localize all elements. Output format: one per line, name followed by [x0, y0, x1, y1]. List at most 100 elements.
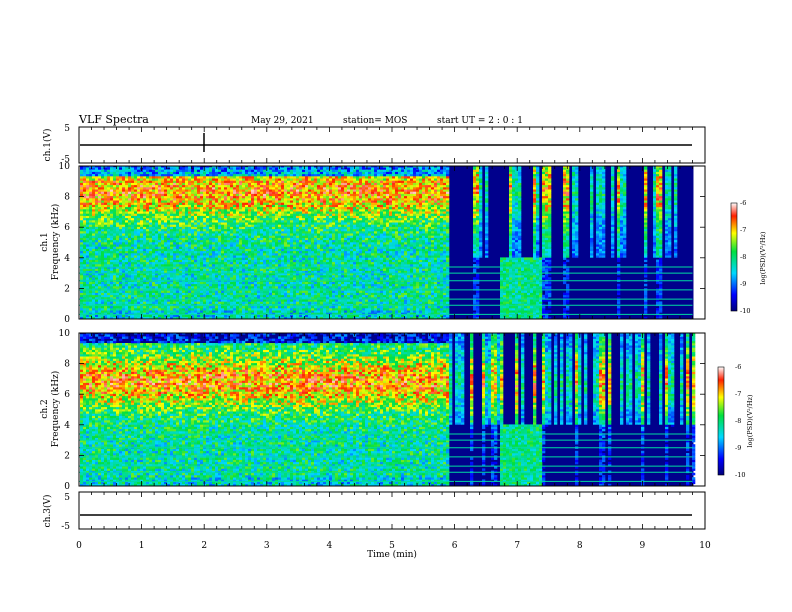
spectral-cell [110, 235, 114, 238]
spectral-cell [215, 211, 219, 214]
spectral-cell [113, 222, 117, 225]
spectral-cell [191, 235, 195, 238]
spectral-cell [191, 231, 195, 234]
spectral-cell [215, 209, 219, 212]
spectral-cell [167, 250, 171, 254]
spectral-cell [272, 301, 276, 304]
spectral-cell [212, 213, 216, 216]
spectral-cell [134, 198, 138, 201]
spectral-cell [182, 176, 186, 179]
spectral-cell [125, 237, 129, 241]
spectral-cell [119, 206, 123, 210]
spectral-cell [158, 277, 162, 280]
spectral-cell [275, 299, 279, 302]
spectral-cell [230, 257, 234, 260]
spectral-cell [155, 213, 159, 216]
spectral-cell [254, 166, 258, 168]
spectral-cell [149, 195, 153, 199]
spectral-cell [95, 195, 99, 199]
spectral-cell [251, 283, 255, 287]
spectral-cell [107, 198, 111, 201]
spectral-cell [170, 283, 174, 287]
spectral-cell [227, 301, 231, 304]
spectral-cell [167, 299, 171, 302]
spectral-cell [101, 308, 105, 311]
spectral-cell [125, 270, 129, 274]
spectral-cell [242, 187, 246, 190]
spectral-cell [152, 173, 156, 177]
spectral-cell [227, 277, 231, 280]
spectral-cell [164, 292, 168, 296]
spectral-cell [185, 213, 189, 216]
spectral-cell [239, 308, 243, 311]
spectral-cell [95, 191, 99, 194]
spectral-cell [191, 244, 195, 247]
spectral-cell [290, 246, 294, 249]
spectral-cell [224, 286, 228, 289]
spectral-cell [95, 173, 99, 177]
spectral-cell [266, 283, 270, 287]
spectral-cell [278, 244, 282, 247]
spectral-cell [284, 167, 288, 170]
spectral-cell [206, 246, 210, 249]
spectral-cell [194, 182, 198, 186]
spectral-cell [98, 184, 102, 188]
spectral-cell [101, 211, 105, 214]
spectral-cell [137, 312, 141, 315]
spectral-cell [125, 228, 129, 232]
spectral-cell [230, 220, 234, 223]
spectral-cell [95, 281, 99, 285]
spectral-cell [110, 261, 114, 265]
spectral-cell [194, 305, 198, 309]
spectral-cell [260, 180, 264, 183]
spectral-cell [158, 202, 162, 205]
spectral-cell [110, 198, 114, 201]
spectral-cell [221, 239, 225, 243]
spectral-cell [80, 253, 84, 256]
spectral-cell [287, 226, 291, 230]
spectral-cell [107, 292, 111, 296]
spectral-cell [179, 277, 183, 280]
spectral-cell [110, 244, 114, 247]
spectral-cell [227, 180, 231, 183]
spectral-cell [281, 314, 285, 318]
spectral-cell [185, 215, 189, 219]
spectral-cell [218, 250, 222, 254]
spectral-cell [254, 193, 258, 197]
spectral-cell [170, 301, 174, 304]
spectral-cell [191, 224, 195, 227]
spectral-cell [173, 167, 177, 170]
spectral-cell [176, 184, 180, 188]
spectral-cell [221, 231, 225, 234]
spectral-cell [272, 250, 276, 254]
spectral-cell [146, 308, 150, 311]
spectral-cell [272, 231, 276, 234]
spectral-cell [125, 283, 129, 287]
spectral-cell [110, 264, 114, 267]
spectral-cell [113, 213, 117, 216]
spectral-cell [104, 277, 108, 280]
spectral-cell [113, 193, 117, 197]
spectral-cell [224, 268, 228, 271]
spectral-cell [287, 217, 291, 221]
spectral-cell [113, 264, 117, 267]
spectral-cell [203, 217, 207, 221]
spectral-cell [107, 191, 111, 194]
spectral-cell [278, 268, 282, 271]
spectral-cell [113, 272, 117, 276]
spectral-cell [101, 316, 105, 319]
spectral-cell [275, 281, 279, 285]
spectral-cell [215, 198, 219, 201]
spectral-cell [146, 220, 150, 223]
spectral-cell [125, 211, 129, 214]
spectral-cell [134, 270, 138, 274]
spectral-cell [242, 228, 246, 232]
spectral-cell [254, 191, 258, 194]
spectral-cell [122, 270, 126, 274]
spectral-cell [125, 195, 129, 199]
spectral-cell [137, 275, 141, 278]
spectral-cell [272, 191, 276, 194]
spectral-cell [275, 173, 279, 177]
spectral-cell [116, 184, 120, 188]
spectral-cell [254, 226, 258, 230]
